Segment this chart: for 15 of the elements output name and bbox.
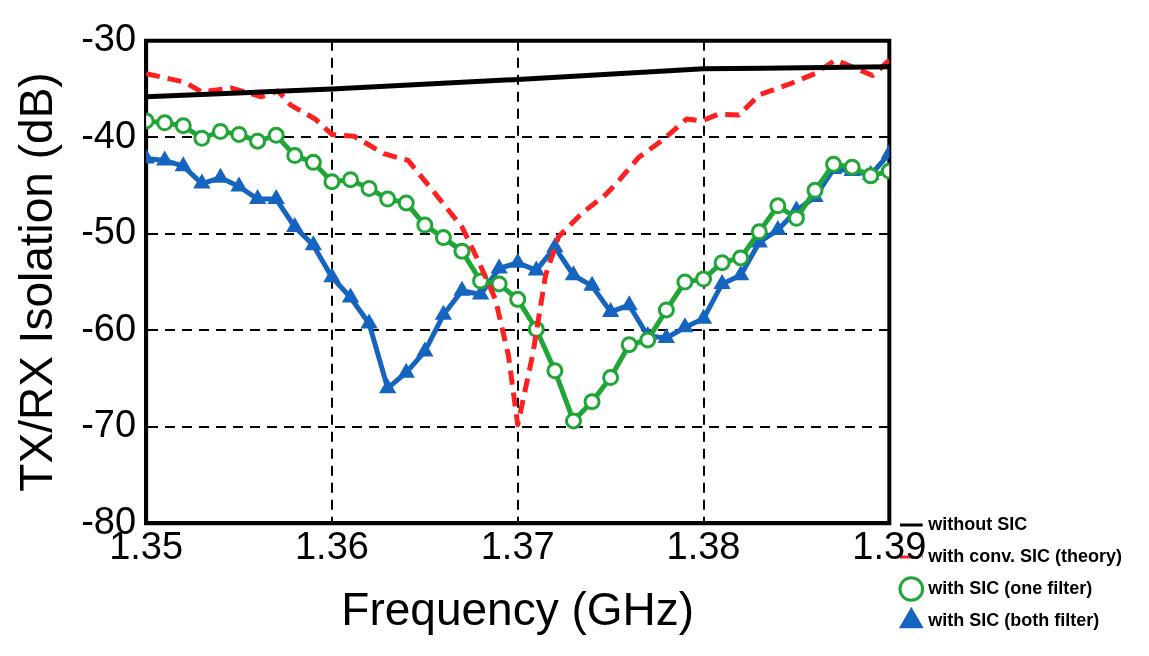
legend-label: with SIC (one filter): [927, 577, 1093, 598]
y-tick-label: -60: [81, 306, 137, 349]
x-tick-label: 1.37: [480, 525, 555, 568]
x-tick-label: 1.39: [852, 525, 927, 568]
legend-label: with conv. SIC (theory): [927, 545, 1123, 566]
x-tick-label: 1.38: [666, 525, 741, 568]
y-axis-title: TX/RX Isolation (dB): [10, 72, 63, 492]
y-tick-label: -40: [81, 113, 137, 156]
x-tick-label: 1.36: [294, 525, 369, 568]
y-tick-label: -70: [81, 403, 137, 446]
y-tick-label: -30: [81, 17, 137, 60]
legend-label: with SIC (both filter): [927, 609, 1100, 630]
y-tick-label: -50: [81, 210, 137, 253]
x-axis-title: Frequency (GHz): [341, 583, 695, 636]
legend-label: without SIC: [927, 513, 1028, 534]
